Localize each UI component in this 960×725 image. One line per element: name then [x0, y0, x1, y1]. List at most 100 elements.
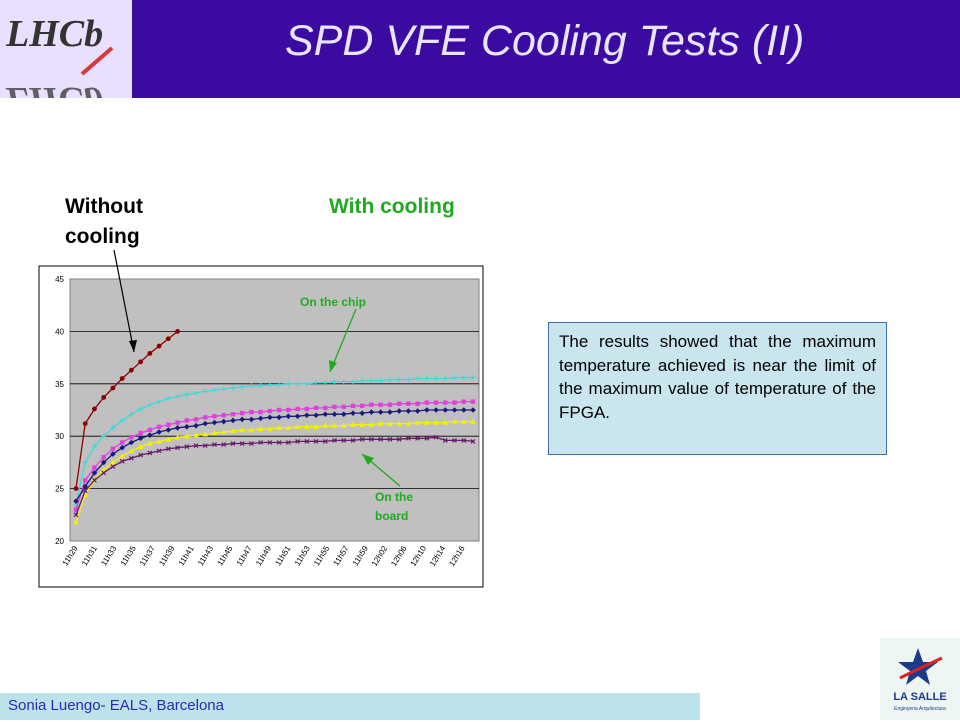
data-point-4: [414, 419, 421, 425]
data-point-3: [285, 413, 292, 420]
data-point-5: [332, 437, 337, 443]
data-point-1: [461, 375, 467, 381]
data-point-5: [359, 436, 365, 442]
data-point-2: [341, 404, 346, 410]
data-point-4: [110, 459, 116, 465]
data-point-3: [350, 410, 356, 416]
data-point-1: [322, 380, 328, 386]
star-shape: [898, 648, 938, 685]
data-point-2: [92, 465, 97, 470]
data-point-3: [322, 411, 329, 417]
data-point-5: [341, 437, 347, 443]
data-point-4: [137, 443, 144, 449]
data-point-1: [82, 459, 88, 465]
data-point-4: [193, 432, 199, 438]
data-point-5: [101, 470, 107, 476]
data-point-2: [230, 411, 236, 417]
data-point-3: [331, 411, 338, 417]
data-point-3: [220, 418, 227, 425]
data-point-2: [101, 454, 106, 460]
data-point-3: [304, 412, 310, 419]
data-point-5: [405, 435, 411, 441]
data-point-2: [396, 401, 402, 406]
data-point-5: [175, 445, 180, 451]
data-point-5: [184, 444, 190, 450]
title-bar: [0, 0, 960, 98]
data-point-4: [276, 425, 282, 431]
data-point-4: [313, 423, 319, 429]
data-point-4: [405, 420, 412, 426]
data-point-5: [73, 512, 79, 518]
data-point-5: [248, 441, 254, 446]
data-point-4: [73, 519, 79, 525]
data-point-0: [101, 395, 107, 400]
series-line-5: [75, 436, 474, 516]
data-point-5: [433, 434, 439, 440]
data-point-1: [175, 393, 181, 399]
data-point-1: [267, 382, 273, 388]
data-point-4: [387, 420, 393, 426]
data-point-3: [340, 411, 347, 417]
data-point-4: [340, 422, 347, 428]
data-point-5: [322, 439, 328, 444]
data-point-0: [73, 486, 79, 491]
data-point-5: [442, 437, 448, 443]
data-point-3: [147, 432, 153, 438]
data-point-1: [396, 377, 402, 383]
data-point-1: [452, 375, 458, 381]
data-point-0: [175, 329, 180, 334]
footer-bar: Sonia Luengo- EALS, Barcelona: [0, 693, 700, 720]
data-point-5: [147, 450, 153, 456]
data-point-3: [183, 423, 190, 430]
data-point-5: [92, 477, 97, 483]
data-point-3: [174, 425, 181, 431]
data-point-5: [452, 437, 457, 443]
star-swoosh: [899, 656, 943, 680]
data-point-1: [424, 376, 430, 382]
data-point-4: [267, 426, 273, 432]
data-point-2: [470, 399, 476, 404]
data-point-3: [424, 407, 430, 413]
lhcb-logo-reflection: LHCb: [5, 79, 103, 98]
data-point-4: [165, 436, 172, 442]
data-point-1: [156, 399, 162, 405]
data-point-4: [285, 425, 292, 431]
data-point-3: [239, 416, 245, 423]
data-point-0: [82, 421, 88, 427]
data-point-1: [285, 381, 291, 387]
data-point-2: [239, 410, 245, 416]
data-point-5: [239, 441, 245, 446]
data-point-1: [332, 379, 338, 385]
data-point-2: [73, 507, 79, 512]
data-point-4: [119, 453, 125, 459]
lasalle-subtitle: Enginyeria Arquitectura: [894, 706, 946, 712]
data-point-4: [350, 421, 356, 427]
data-point-1: [91, 444, 97, 450]
data-point-1: [193, 390, 199, 396]
data-point-4: [359, 421, 366, 427]
data-point-1: [405, 377, 411, 383]
with-cooling-label: With cooling: [329, 195, 455, 218]
data-point-2: [313, 405, 319, 411]
without-cooling-arrow: [113, 249, 135, 353]
data-point-3: [119, 444, 125, 451]
data-point-4: [239, 427, 245, 433]
data-point-2: [221, 413, 226, 418]
data-point-1: [147, 402, 153, 408]
logo-slash: [80, 46, 114, 76]
results-note: The results showed that the maximum temp…: [548, 322, 887, 455]
data-point-0: [138, 359, 144, 365]
data-point-1: [350, 379, 356, 385]
data-point-2: [433, 400, 439, 405]
data-point-1: [378, 378, 384, 384]
data-point-1: [433, 376, 439, 382]
data-point-4: [294, 423, 301, 429]
data-point-5: [285, 440, 291, 445]
data-point-2: [203, 415, 208, 420]
data-point-2: [119, 440, 125, 445]
data-point-5: [461, 437, 467, 443]
data-point-1: [119, 417, 125, 423]
data-point-5: [470, 439, 476, 444]
lhcb-logo-text: LHCb: [5, 13, 103, 55]
